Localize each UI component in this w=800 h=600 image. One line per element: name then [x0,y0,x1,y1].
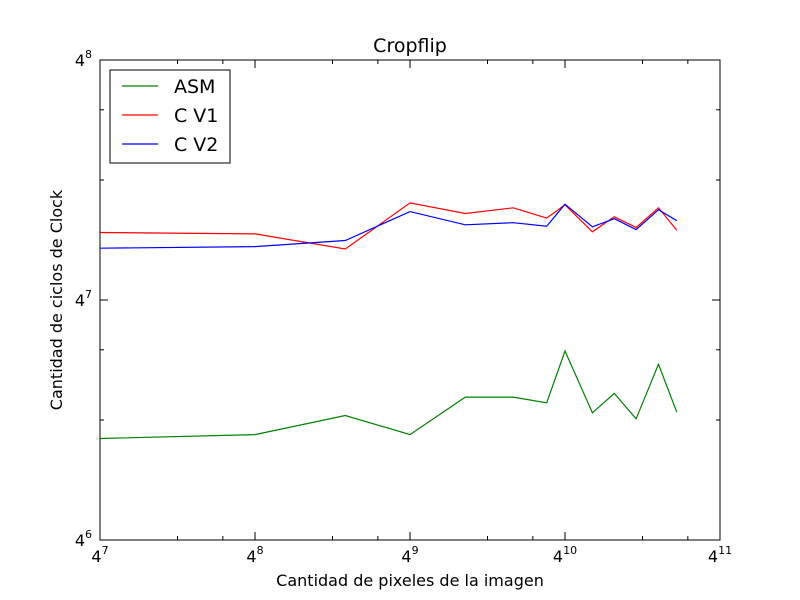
x-axis-ticks: 47 48 49 410 411 [91,60,732,566]
series-line-asm [99,349,678,440]
series-line-c-v2 [99,203,678,249]
series-lines [99,202,678,440]
legend-label: C V2 [174,134,218,156]
series-line-c-v1 [99,202,678,250]
y-axis-label: Cantidad de ciclos de Clock [47,189,66,410]
y-tick-label: 48 [75,48,92,70]
x-tick-label: 411 [708,544,732,566]
legend: ASM C V1 C V2 [109,69,231,164]
legend-label: C V1 [174,105,218,127]
y-axis-ticks: 46 47 48 [75,48,720,550]
x-tick-label: 47 [91,544,108,566]
x-tick-label: 49 [401,544,418,566]
y-tick-label: 46 [75,528,92,550]
legend-label: ASM [174,76,215,98]
x-axis-label: Cantidad de pixeles de la imagen [276,571,544,590]
y-tick-label: 47 [75,288,92,310]
chart-title: Cropflip [373,35,447,57]
x-tick-label: 410 [553,544,577,566]
x-tick-label: 48 [246,544,263,566]
